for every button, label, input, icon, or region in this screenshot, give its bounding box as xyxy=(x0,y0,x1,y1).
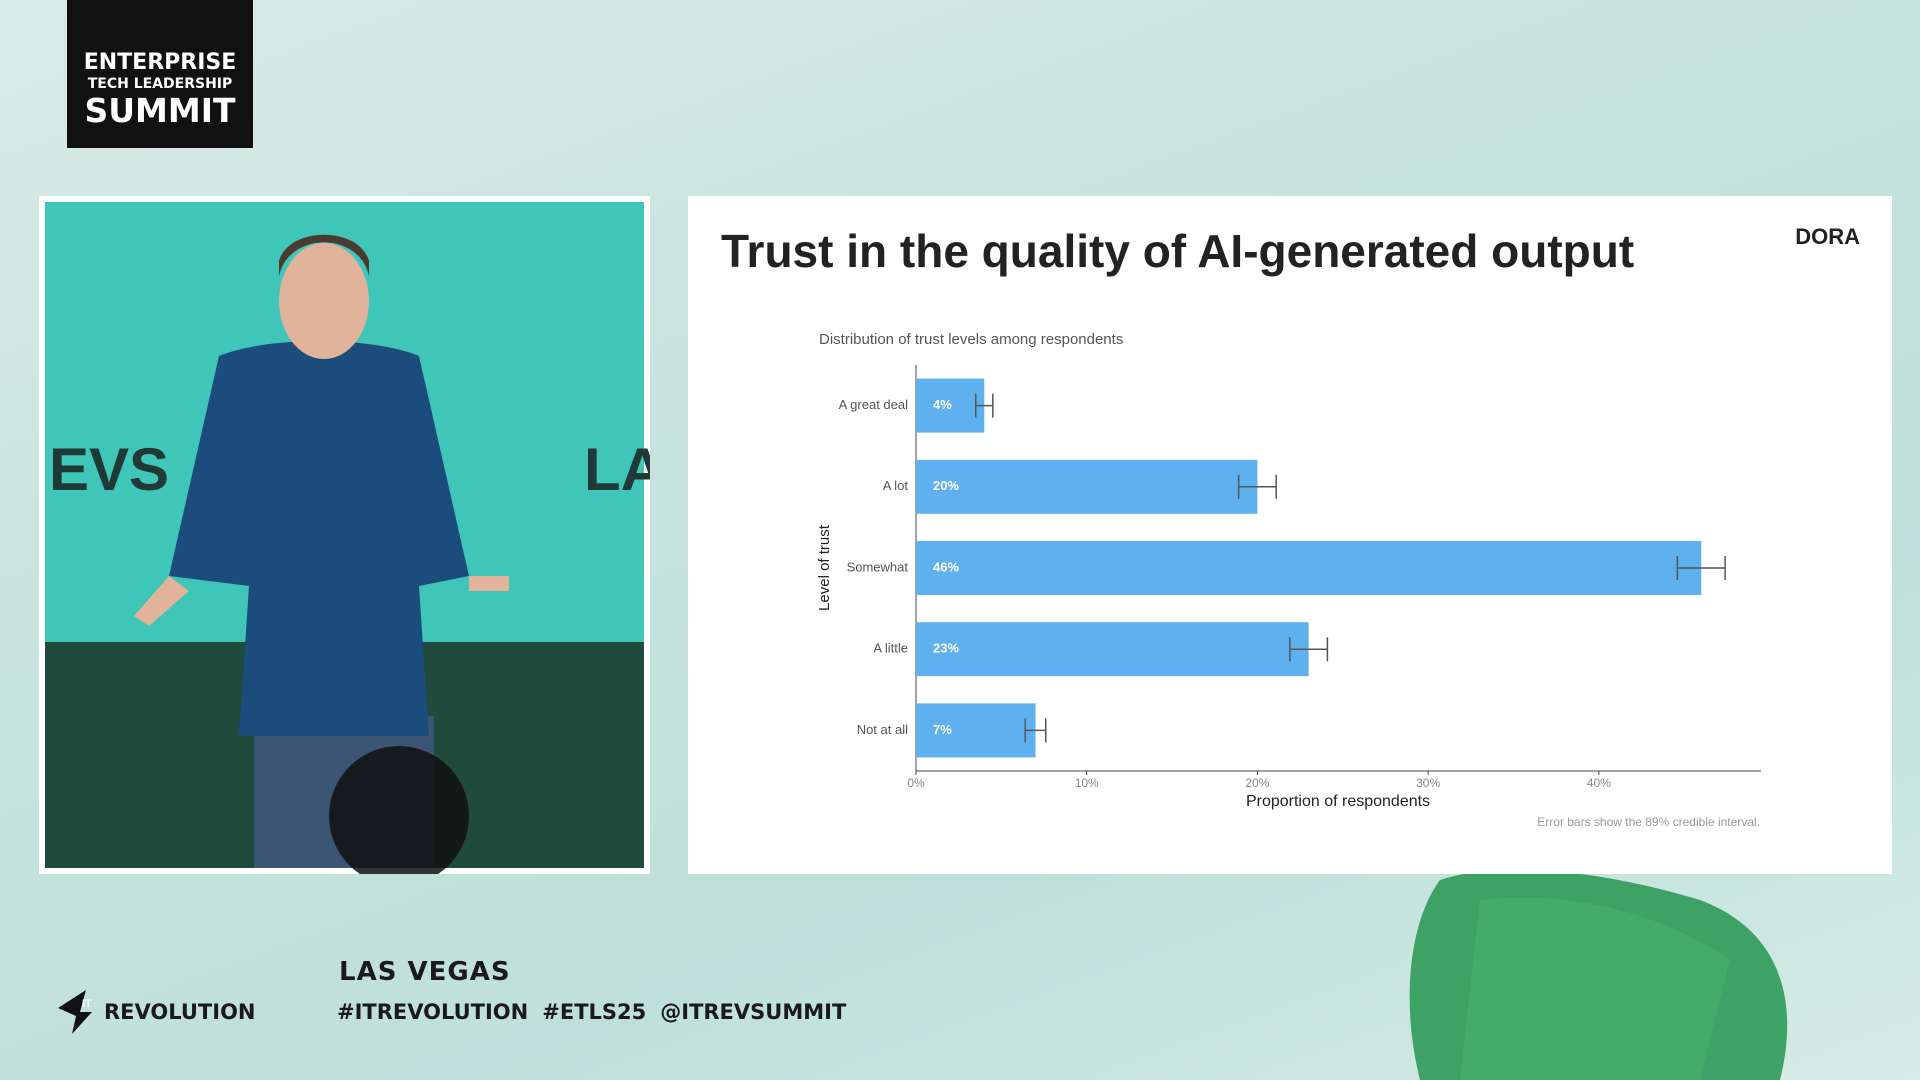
tags: #ITREVOLUTION #ETLS25 @ITREVSUMMIT xyxy=(337,1000,846,1024)
slide: Trust in the quality of AI-generated out… xyxy=(688,196,1892,874)
logo-line: ENTERPRISE xyxy=(83,50,237,75)
y-tick-label: Not at all xyxy=(857,722,908,737)
tag: #ITREVOLUTION xyxy=(337,1000,529,1024)
speaker-photo: EVS LA xyxy=(45,202,664,886)
brand-icon: IT xyxy=(58,990,92,1034)
x-tick-label: 20% xyxy=(1245,776,1269,790)
value-label: 7% xyxy=(933,722,952,737)
x-tick-label: 10% xyxy=(1075,776,1099,790)
bar xyxy=(916,378,985,433)
y-tick-label: Somewhat xyxy=(847,559,909,574)
y-tick-label: A lot xyxy=(883,478,909,493)
y-axis-label: Level of trust xyxy=(816,524,833,611)
error-bar xyxy=(1289,637,1329,662)
chart-subtitle: Distribution of trust levels among respo… xyxy=(819,331,1123,348)
bar xyxy=(916,459,1258,514)
error-bar xyxy=(1676,556,1726,580)
value-label: 46% xyxy=(933,559,959,574)
slide-brand: DORA xyxy=(1795,224,1860,249)
x-tick-label: 30% xyxy=(1416,776,1440,790)
chart-note: Error bars show the 89% credible interva… xyxy=(1537,815,1760,829)
error-bar xyxy=(1024,718,1047,743)
value-label: 4% xyxy=(933,397,952,412)
event-logo: ENTERPRISE TECH LEADERSHIP SUMMIT xyxy=(67,0,253,148)
bar xyxy=(916,703,1036,758)
tag: #ETLS25 xyxy=(542,1000,647,1024)
svg-text:LA: LA xyxy=(584,436,650,503)
x-axis-label: Proportion of respondents xyxy=(1246,793,1430,810)
tag: @ITREVSUMMIT xyxy=(660,1000,847,1024)
city: LAS VEGAS xyxy=(339,957,511,987)
x-tick-label: 0% xyxy=(907,776,925,790)
x-tick-label: 40% xyxy=(1587,776,1611,790)
y-tick-label: A great deal xyxy=(839,397,908,412)
logo-line: TECH LEADERSHIP xyxy=(87,76,233,92)
error-bar xyxy=(1237,474,1277,499)
bar xyxy=(916,541,1702,595)
value-label: 20% xyxy=(933,478,959,493)
logo-line: SUMMIT xyxy=(84,91,236,130)
value-label: 23% xyxy=(933,641,959,656)
chart-title: Trust in the quality of AI-generated out… xyxy=(721,225,1634,277)
brand-mark: IT xyxy=(82,998,92,1010)
bar xyxy=(916,622,1309,677)
brand-name: REVOLUTION xyxy=(104,1000,256,1024)
chart: Trust in the quality of AI-generated out… xyxy=(721,224,1860,829)
svg-text:EVS: EVS xyxy=(49,436,169,503)
speaker-video: EVS LA xyxy=(39,196,664,886)
error-bar xyxy=(974,393,994,418)
y-tick-label: A little xyxy=(873,641,908,656)
